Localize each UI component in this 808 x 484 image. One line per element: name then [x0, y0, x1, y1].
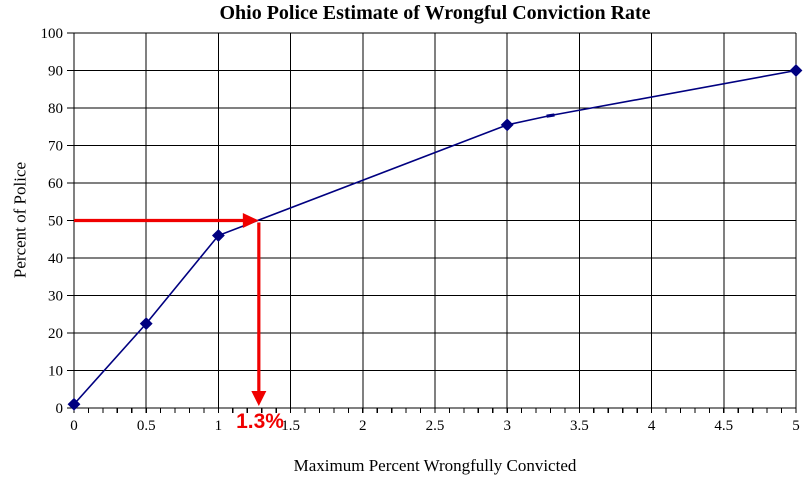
diamond-marker — [500, 118, 514, 132]
x-tick-label: 4.5 — [714, 418, 733, 434]
x-tick-label: 2 — [359, 418, 367, 434]
x-tick-label: 3.5 — [570, 418, 589, 434]
y-tick-label: 70 — [48, 139, 63, 155]
x-tick-label: 5 — [792, 418, 800, 434]
x-tick-label: 2.5 — [426, 418, 445, 434]
x-tick-label: 3 — [503, 418, 511, 434]
diamond-marker — [139, 317, 153, 331]
series-line — [73, 69, 797, 405]
y-tick-label: 60 — [48, 176, 63, 192]
diamond-marker — [789, 64, 803, 77]
annotation-right-arrowhead — [242, 213, 259, 228]
x-tick-label: 4 — [648, 418, 656, 434]
y-tick-label: 90 — [48, 64, 63, 80]
y-tick-label: 100 — [41, 26, 64, 42]
y-tick-label: 30 — [48, 289, 63, 305]
annotation-label: 1.3% — [236, 410, 284, 433]
chart-title: Ohio Police Estimate of Wrongful Convict… — [219, 2, 651, 24]
diamond-marker — [211, 229, 225, 242]
x-tick-label: 0.5 — [137, 418, 156, 434]
x-tick-label: 1 — [215, 418, 223, 434]
diamond-marker — [67, 397, 81, 411]
x-axis-title: Maximum Percent Wrongfully Convicted — [293, 456, 577, 475]
y-tick-label: 20 — [48, 326, 63, 342]
x-tick-label: 0 — [70, 418, 78, 434]
x-tick-label: 1.5 — [281, 418, 300, 434]
dash-marker — [546, 113, 555, 118]
y-tick-label: 0 — [56, 401, 64, 417]
annotation-down-arrowhead — [251, 391, 267, 406]
y-tick-label: 50 — [48, 214, 63, 230]
y-tick-label: 10 — [48, 364, 63, 380]
y-tick-label: 40 — [48, 251, 63, 267]
y-tick-label: 80 — [48, 101, 63, 117]
